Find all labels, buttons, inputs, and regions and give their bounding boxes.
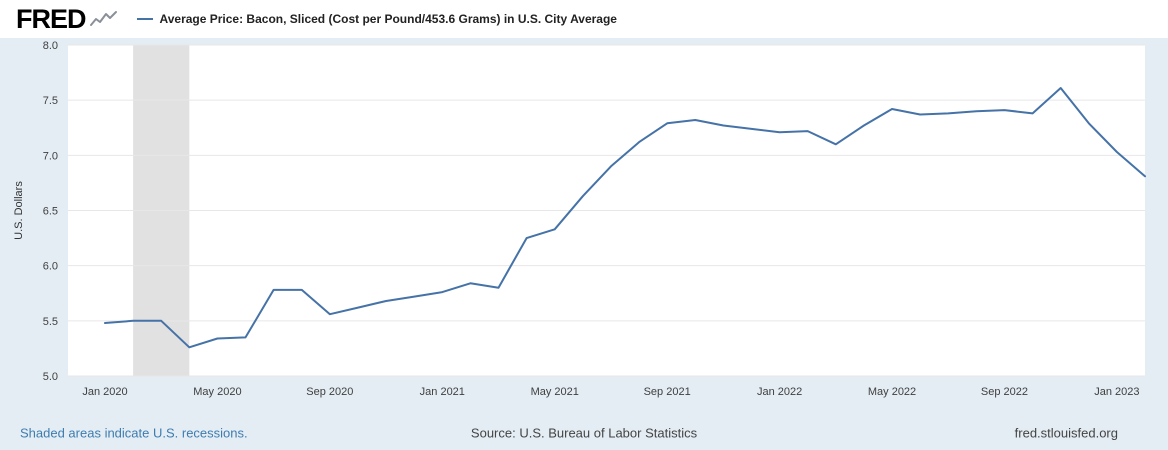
fred-logo[interactable]: FRED	[16, 3, 119, 34]
y-tick-label: 6.5	[43, 206, 58, 218]
y-tick-label: 7.5	[43, 95, 58, 107]
x-tick-label: May 2022	[868, 386, 916, 398]
y-tick-label: 5.5	[43, 316, 58, 328]
source-text: Source: U.S. Bureau of Labor Statistics	[470, 425, 698, 440]
y-tick-label: 5.0	[43, 371, 58, 383]
recession-note-link[interactable]: Shaded areas indicate U.S. recessions.	[20, 425, 248, 440]
header-bar: FRED Average Price: Bacon, Sliced (Cost …	[0, 0, 1168, 38]
price-line	[104, 87, 1146, 349]
fred-logo-text: FRED	[16, 3, 86, 34]
legend-series-label: Average Price: Bacon, Sliced (Cost per P…	[159, 12, 617, 26]
y-tick-label: 6.0	[43, 261, 58, 273]
chart-area: 8.0 7.5 7.0 6.5 6.0 5.5 5.0 Jan 2020 May 2020 Sep…	[0, 38, 1168, 415]
x-tick-label: Sep 2021	[644, 386, 691, 398]
legend-line-swatch	[136, 18, 153, 20]
price-chart: 8.0 7.5 7.0 6.5 6.0 5.5 5.0 Jan 2020 May 2020 Sep…	[13, 40, 1146, 398]
y-tick-label: 8.0	[43, 40, 58, 52]
series-legend: Average Price: Bacon, Sliced (Cost per P…	[136, 12, 617, 26]
x-tick-label: Jan 2021	[420, 386, 465, 398]
x-tick-label: May 2021	[531, 386, 579, 398]
footer-bar: Shaded areas indicate U.S. recessions. S…	[0, 415, 1168, 450]
y-axis-title: U.S. Dollars	[13, 181, 25, 240]
x-tick-label: May 2020	[193, 386, 241, 398]
fred-site-link[interactable]: fred.stlouisfed.org	[1014, 425, 1118, 440]
x-tick-label: Jan 2023	[1094, 386, 1139, 398]
x-tick-label: Sep 2022	[981, 386, 1028, 398]
x-tick-label: Jan 2020	[82, 386, 127, 398]
x-tick-label: Jan 2022	[757, 386, 802, 398]
fred-sparkline-icon	[89, 11, 117, 26]
y-tick-label: 7.0	[43, 150, 58, 162]
x-tick-label: Sep 2020	[306, 386, 353, 398]
